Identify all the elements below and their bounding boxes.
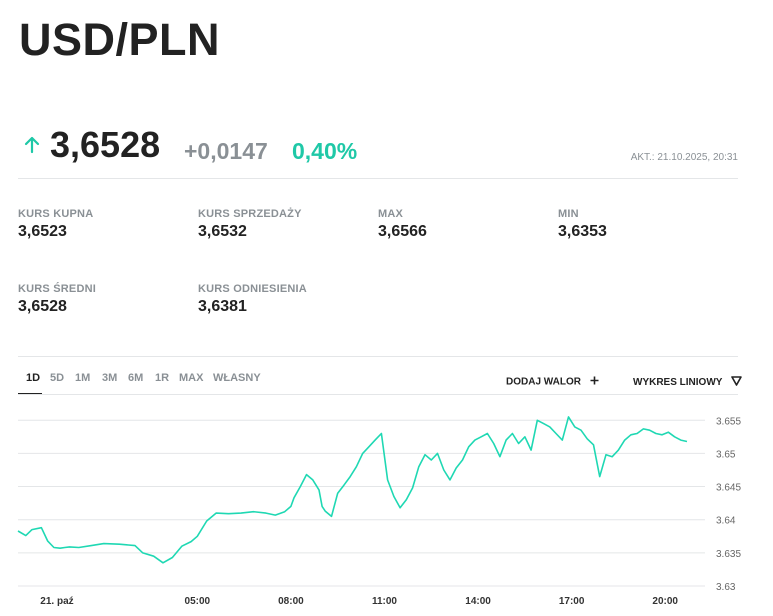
range-tab-1m[interactable]: 1M [75, 372, 91, 384]
range-tab-5d[interactable]: 5D [50, 372, 65, 384]
x-tick-label: 21. paź [40, 596, 73, 607]
y-tick-label: 3.65 [716, 449, 736, 460]
stat-label: MIN [558, 208, 579, 220]
y-tick-label: 3.655 [716, 416, 741, 427]
divider [18, 394, 738, 395]
series-line [17, 416, 688, 564]
divider [18, 178, 738, 179]
stat-value: 3,6528 [18, 298, 67, 315]
x-tick-label: 17:00 [559, 596, 585, 607]
plus-icon [590, 376, 599, 388]
y-tick-label: 3.635 [716, 549, 741, 560]
stat-value: 3,6566 [378, 223, 427, 240]
x-tick-label: 05:00 [185, 596, 211, 607]
stat-value: 3,6532 [198, 223, 247, 240]
stat-sell-rate: KURS SPRZEDAŻY 3,6532 [198, 208, 368, 241]
stat-reference-rate: KURS ODNIESIENIA 3,6381 [198, 283, 368, 316]
price-change: +0,0147 [184, 138, 268, 164]
stat-label: KURS ODNIESIENIA [198, 283, 307, 295]
x-tick-label: 14:00 [465, 596, 491, 607]
current-price: 3,6528 [50, 124, 161, 165]
stat-buy-rate: KURS KUPNA 3,6523 [18, 208, 188, 241]
price-line-chart: 3.655 3.65 3.645 3.64 3.635 3.63 21. paź 05:00 0… [17, 416, 741, 607]
x-tick-label: 11:00 [372, 596, 397, 607]
price-change-percent: 0,40% [292, 138, 358, 164]
stat-value: 3,6523 [18, 223, 67, 240]
chart-type-dropdown[interactable]: WYKRES LINIOWY [633, 376, 742, 389]
range-tab-1d[interactable]: 1D [26, 372, 41, 384]
stat-label: KURS ŚREDNI [18, 283, 96, 295]
x-tick-label: 20:00 [652, 596, 678, 607]
update-timestamp: AKT.: 21.10.2025, 20:31 [630, 152, 738, 163]
range-tab-6m[interactable]: 6M [128, 372, 144, 384]
range-tab-3m[interactable]: 3M [102, 372, 118, 384]
stat-value: 3,6353 [558, 223, 607, 240]
range-tab-custom[interactable]: WŁASNY [213, 372, 261, 384]
stat-max: MAX 3,6566 [378, 208, 548, 241]
divider [18, 356, 738, 357]
chart-type-label: WYKRES LINIOWY [633, 377, 723, 389]
stat-label: KURS SPRZEDAŻY [198, 208, 302, 220]
range-tab-max[interactable]: MAX [179, 372, 204, 384]
x-tick-label: 08:00 [278, 596, 304, 607]
stat-label: KURS KUPNA [18, 208, 94, 220]
stat-average-rate: KURS ŚREDNI 3,6528 [18, 283, 188, 316]
y-tick-label: 3.63 [716, 582, 736, 593]
y-tick-label: 3.64 [716, 516, 736, 527]
range-tab-1r[interactable]: 1R [155, 372, 170, 384]
quote-summary: 3,6528 +0,0147 0,40% AKT.: 21.10.2025, 2… [22, 124, 742, 170]
stat-min: MIN 3,6353 [558, 208, 728, 241]
arrow-up-icon [24, 136, 40, 154]
stat-value: 3,6381 [198, 298, 247, 315]
add-asset-button[interactable]: DODAJ WALOR [506, 376, 599, 388]
y-tick-label: 3.645 [716, 483, 741, 494]
triangle-down-icon [731, 376, 742, 389]
page-title: USD/PLN [19, 14, 221, 65]
add-asset-label: DODAJ WALOR [506, 376, 581, 388]
stat-label: MAX [378, 208, 404, 220]
